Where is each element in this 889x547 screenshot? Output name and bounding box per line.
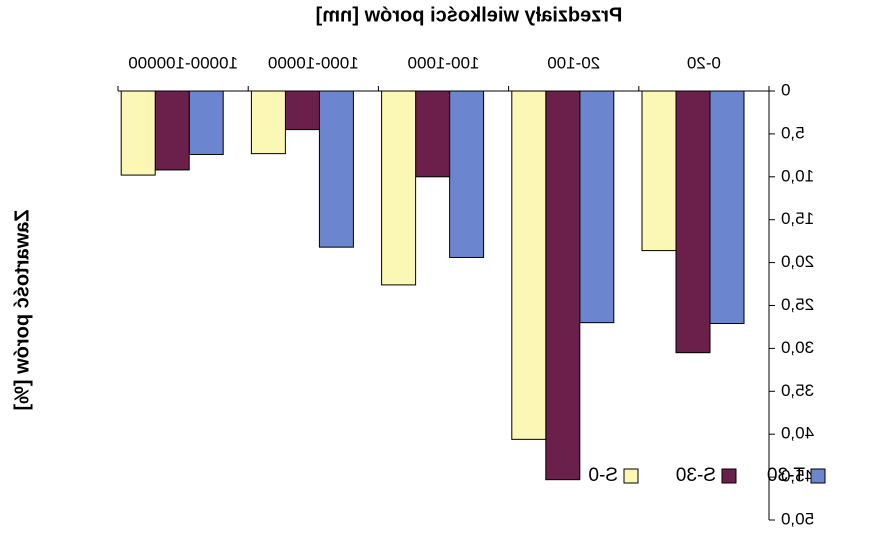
x-tick-label: 20-100 xyxy=(547,53,600,72)
bar-s-0-20-100 xyxy=(511,90,547,440)
bar-t-30-1000-10000 xyxy=(318,90,354,248)
bar-s-30-100-1000 xyxy=(415,90,451,178)
y-tick-label: 10,0 xyxy=(781,166,814,185)
bar-t-30-100-1000 xyxy=(449,90,485,258)
y-tick-label: 30,0 xyxy=(781,338,814,357)
legend-label-t-30: T-30 xyxy=(767,465,805,486)
y-tick-label: 0 xyxy=(781,80,790,99)
x-tick-label: 100-1000 xyxy=(408,53,480,72)
bar-s-0-100-1000 xyxy=(381,90,417,286)
y-tick-label: 25,0 xyxy=(781,295,814,314)
bars-layer xyxy=(120,90,745,481)
chart-title: Przedziały wielkości porów [nm] xyxy=(316,4,623,26)
x-tick-label: 0-20 xyxy=(687,53,721,72)
bar-t-30-20-100 xyxy=(579,90,615,324)
legend-swatch-s-0 xyxy=(623,468,639,484)
y-tick-label: 15,0 xyxy=(781,209,814,228)
bar-s-30-20-100 xyxy=(545,90,581,481)
legend-swatch-s-30 xyxy=(721,468,737,484)
x-tick-label: 1000-10000 xyxy=(268,53,359,72)
bar-t-30-0-20 xyxy=(709,90,745,325)
x-tick-label: 10000-100000 xyxy=(128,53,238,72)
bar-s-0-0-20 xyxy=(641,90,677,252)
legend-label-s-30: S-30 xyxy=(676,465,716,486)
bar-s-0-1000-10000 xyxy=(250,90,286,155)
y-tick-label: 40,0 xyxy=(781,424,814,443)
y-tick-label: 5,0 xyxy=(781,123,805,142)
bar-s-30-0-20 xyxy=(675,90,711,354)
y-tick-label: 20,0 xyxy=(781,252,814,271)
bar-s-30-10000-100000 xyxy=(154,90,190,171)
labels-layer: Przedziały wielkości porów [nm] Zawartoś… xyxy=(11,4,814,528)
y-tick-label: 35,0 xyxy=(781,381,814,400)
y-tick-label: 45,0 xyxy=(781,467,814,486)
legend: T-30 S-30 S-0 xyxy=(588,465,826,486)
bar-t-30-10000-100000 xyxy=(188,90,224,155)
bar-s-30-1000-10000 xyxy=(284,90,320,131)
axes-layer xyxy=(117,86,775,521)
legend-swatch-t-30 xyxy=(810,468,826,484)
legend-label-s-0: S-0 xyxy=(588,465,618,486)
bar-s-0-10000-100000 xyxy=(120,90,156,176)
y-axis-label: Zawartość porów [%] xyxy=(11,209,33,410)
y-tick-label: 50,0 xyxy=(781,509,814,528)
